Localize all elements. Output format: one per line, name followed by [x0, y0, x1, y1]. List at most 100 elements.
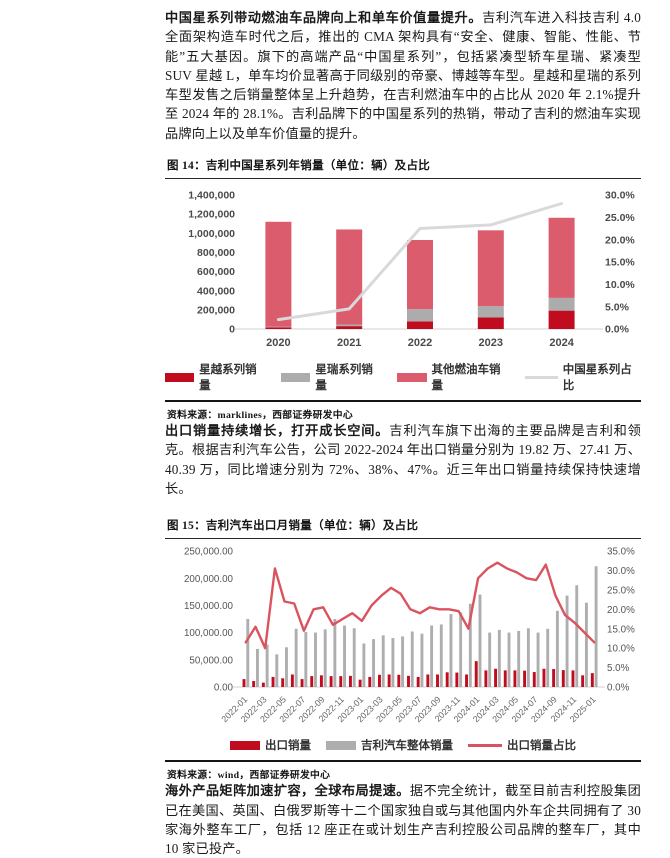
right-axis-tick: 10.0% [605, 279, 635, 291]
legend-label: 吉利汽车整体销量 [361, 740, 453, 753]
axis-tick-labels: 250,000.00 200,000.00 150,000.00 100,000.00… [184, 547, 635, 694]
bar [426, 674, 430, 688]
paragraph-lead: 出口销量持续增长，打开成长空间。 [165, 423, 390, 439]
bar [252, 681, 256, 688]
figure-14-source: 资料来源：marklines，西部证券研发中心 [165, 400, 641, 421]
right-axis-tick: 25.0% [605, 212, 635, 224]
bar [532, 672, 536, 688]
bar-segment [407, 240, 433, 310]
bar [436, 674, 439, 688]
bar [465, 674, 468, 688]
paragraph-body: 吉利汽车进入科技吉利 4.0 全面架构造车时代之后，推出的 CMA 架构具有“安… [165, 10, 641, 141]
bar [474, 661, 478, 688]
bar [459, 612, 463, 688]
x-axis-label: 2024 [549, 337, 574, 349]
legend-item: 其他燃油车销量 [397, 361, 509, 393]
legend-item: 出口销量 [230, 737, 311, 753]
left-axis-tick: 200,000 [197, 305, 235, 317]
bar [372, 639, 376, 688]
x-axis-label: 2023 [479, 337, 503, 349]
legend-label: 星瑞系列销量 [315, 364, 373, 393]
right-axis-tick: 10.0% [607, 644, 635, 655]
bar-segment [407, 309, 433, 322]
bar [314, 632, 317, 688]
legend-swatch [230, 740, 260, 750]
bar-segment [265, 221, 292, 327]
paragraph-export-growth: 出口销量持续增长，打开成长空间。吉利汽车旗下出海的主要品牌是吉利和领克。根据吉利… [165, 421, 641, 498]
left-axis-tick: 800,000 [197, 247, 235, 259]
bar [546, 629, 550, 688]
bar [271, 677, 275, 688]
bar [555, 611, 559, 688]
left-axis-tick: 0 [229, 324, 235, 336]
bar [571, 670, 575, 688]
bar [362, 643, 366, 688]
bar [484, 670, 488, 688]
right-axis-tick: 25.0% [607, 586, 635, 597]
bar [410, 631, 414, 688]
bar [536, 632, 540, 688]
bars-group [265, 217, 575, 330]
bar [552, 669, 556, 688]
right-axis-tick: 20.0% [605, 234, 635, 246]
bar [310, 676, 314, 688]
right-axis-tick: 35.0% [607, 547, 635, 558]
bar-segment [407, 321, 433, 330]
bar [381, 635, 385, 688]
bar [445, 672, 449, 688]
bar [507, 632, 511, 688]
report-content-column: 中国星系列带动燃油车品牌向上和单车价值量提升。吉利汽车进入科技吉利 4.0 全面… [165, 8, 641, 858]
right-axis-tick: 30.0% [605, 190, 635, 202]
legend-swatch [326, 740, 356, 750]
bar-segment [477, 317, 504, 330]
bar [478, 594, 482, 688]
bar [401, 636, 405, 688]
bar [584, 602, 588, 688]
figure-14-title: 图 14：吉利中国星系列年销量（单位：辆）及占比 [165, 154, 641, 180]
bar [329, 676, 333, 688]
bar-segment [548, 217, 575, 298]
bar [416, 677, 420, 688]
paragraph-china-star: 中国星系列带动燃油车品牌向上和单车价值量提升。吉利汽车进入科技吉利 4.0 全面… [165, 8, 641, 143]
bar [300, 679, 304, 688]
bar [323, 629, 327, 688]
figure-15-chart: 250,000.00 200,000.00 150,000.00 100,000.00… [165, 539, 641, 736]
legend-item: 星越系列销量 [165, 361, 266, 393]
bar [523, 670, 527, 688]
x-axis-label: 2022 [408, 337, 432, 349]
bar-segment [265, 327, 292, 330]
left-axis-tick: 0.00 [214, 683, 234, 694]
left-axis-tick: 100,000.00 [184, 628, 234, 639]
x-axis-labels: 2020 2021 2022 2023 2024 [266, 337, 575, 349]
paragraph-lead: 中国星系列带动燃油车品牌向上和单车价值量提升。 [165, 10, 483, 25]
figure-15: 图 15：吉利汽车出口月销量（单位：辆）及占比 250,000.00 200,00… [165, 514, 641, 781]
figure-14-chart: 1,400,000 1,200,000 1,000,000 800,000 600,00… [165, 179, 641, 360]
left-axis-tick: 200,000.00 [184, 574, 234, 585]
bar [358, 679, 362, 688]
bar [294, 629, 298, 688]
right-axis-tick: 15.0% [607, 625, 635, 636]
bar [304, 632, 308, 688]
bar [497, 630, 501, 688]
bar [430, 625, 434, 688]
bar [246, 619, 250, 688]
figure-14-legend: 星越系列销量 星瑞系列销量 其他燃油车销量 中国星系列占比 [165, 361, 641, 393]
bars-group [242, 566, 598, 688]
bar [261, 682, 265, 688]
x-axis-label: 2020 [266, 337, 290, 349]
legend-line-marker [468, 743, 502, 747]
bar [488, 632, 492, 688]
bar [439, 624, 443, 688]
bar-segment [265, 326, 292, 328]
figure-15-source: 资料来源：wind，西部证券研发中心 [165, 760, 641, 781]
left-axis-tick: 250,000.00 [184, 547, 234, 558]
bar [343, 625, 346, 688]
right-axis-tick: 0.0% [605, 324, 630, 336]
bar [333, 619, 337, 688]
paragraph-lead: 海外产品矩阵加速扩容，全球布局提速。 [165, 783, 410, 799]
x-axis-labels: 2022-012022-032022-052022-072022-092022-… [219, 695, 597, 725]
left-axis-tick: 150,000.00 [184, 601, 234, 612]
left-axis-tick: 1,000,000 [188, 228, 235, 240]
bar [348, 676, 352, 688]
paragraph-body: 吉利汽车旗下出海的主要品牌是吉利和领克。根据吉利汽车公告，公司 2022-202… [165, 423, 641, 496]
